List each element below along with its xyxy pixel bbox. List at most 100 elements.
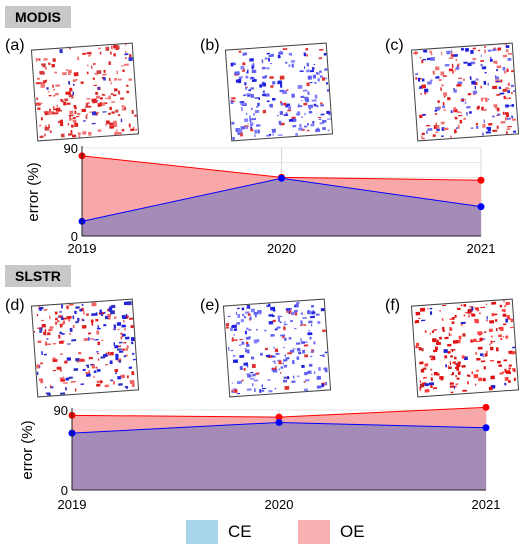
map-pixel <box>430 384 433 389</box>
map-pixel <box>279 83 283 88</box>
map-pixel <box>310 323 313 327</box>
map-pixel <box>102 353 108 358</box>
map-pixel <box>323 52 327 56</box>
map-pixel <box>510 352 516 355</box>
map-pixel <box>283 376 287 380</box>
map-pixel <box>301 116 303 119</box>
map-pixel <box>243 94 246 97</box>
map-pixel <box>492 85 498 90</box>
map-pixel <box>259 84 263 88</box>
map-pixel <box>114 77 118 81</box>
map-pixel <box>244 118 249 123</box>
map-pixel <box>93 338 95 341</box>
map-pixel <box>232 359 239 364</box>
map-pixel <box>285 112 288 115</box>
map-pixel <box>284 354 286 357</box>
map-pixel <box>234 72 236 75</box>
map-pixel <box>462 333 466 337</box>
map-pixel <box>261 59 264 64</box>
map-pixel <box>125 57 127 60</box>
map-pixel <box>96 327 101 330</box>
map-pixel <box>77 132 81 135</box>
map-pixel <box>508 367 510 372</box>
map-pixel <box>231 97 236 100</box>
map-pixel <box>308 110 313 114</box>
map-pixel <box>297 105 303 108</box>
map-pixel <box>82 368 86 372</box>
map-pixel <box>461 364 466 368</box>
map-pixel <box>500 120 506 124</box>
map-pixel <box>288 118 294 122</box>
map-pixel <box>240 65 245 70</box>
map-pixel <box>479 337 483 342</box>
map-pixel <box>91 302 97 307</box>
map-pixel <box>50 385 52 389</box>
map-pixel <box>99 380 103 384</box>
map-pixel <box>66 315 72 319</box>
map-pixel <box>433 329 438 331</box>
legend-swatch-ce <box>186 520 218 544</box>
map-pixel <box>55 321 57 325</box>
map-pixel <box>464 98 466 101</box>
map-pixel <box>77 113 81 115</box>
map-pixel <box>91 111 97 116</box>
map-pixel <box>255 124 261 127</box>
map-pixel <box>291 360 295 365</box>
map-pixel <box>85 102 90 104</box>
map-pixel <box>69 87 73 92</box>
map-pixel <box>264 93 270 97</box>
map-pixel <box>114 368 119 373</box>
map-pixel <box>87 366 90 369</box>
map-pixel <box>249 118 252 123</box>
map-pixel <box>319 70 322 73</box>
map-pixel <box>97 358 100 361</box>
map-pixel <box>46 87 49 90</box>
map-pixel <box>304 371 308 376</box>
map-pixel <box>52 369 57 372</box>
map-pixel <box>250 87 255 90</box>
map-pixel <box>123 320 125 323</box>
map-pixel <box>307 106 312 109</box>
map-pixel <box>476 106 480 110</box>
map-pixel <box>38 58 41 61</box>
map-pixel <box>460 321 466 325</box>
map-pixel <box>482 355 484 358</box>
panel-label-f: (f) <box>385 297 401 314</box>
map-pixel <box>266 100 270 103</box>
map-pixel <box>115 353 119 358</box>
map-pixel <box>122 315 127 320</box>
map-pixel <box>105 123 108 126</box>
map-pixel <box>243 367 246 371</box>
map-pixel <box>451 372 455 375</box>
map-pixel <box>503 95 506 100</box>
map-pixel <box>327 118 332 120</box>
map-pixel <box>255 372 260 375</box>
map-pixel <box>91 65 93 69</box>
map-pixel <box>470 61 476 65</box>
map-pixel <box>262 93 266 97</box>
map-pixel <box>113 123 118 128</box>
map-pixel <box>255 329 258 331</box>
map-pixel <box>59 311 62 313</box>
map-pixel <box>87 332 92 335</box>
map-pixel <box>432 70 436 75</box>
map-pixel <box>270 334 275 337</box>
map-pixel <box>324 351 328 354</box>
map-pixel <box>453 89 457 93</box>
map-pixel <box>241 379 244 382</box>
map-pixel <box>83 311 85 315</box>
map-pixel <box>66 343 71 345</box>
map-pixel <box>288 64 291 67</box>
map-pixel <box>310 123 315 127</box>
map-pixel <box>128 317 134 320</box>
map-pixel <box>241 107 243 111</box>
map-pixel <box>298 127 304 131</box>
map-pixel <box>316 104 319 108</box>
map-pixel <box>272 360 276 363</box>
map-pixel <box>512 367 515 372</box>
map-pixel <box>313 341 316 345</box>
map-pixel <box>245 126 249 130</box>
map-pixel <box>508 97 511 100</box>
y-axis-title: error (%) <box>25 162 42 221</box>
map-pixel <box>304 125 308 128</box>
